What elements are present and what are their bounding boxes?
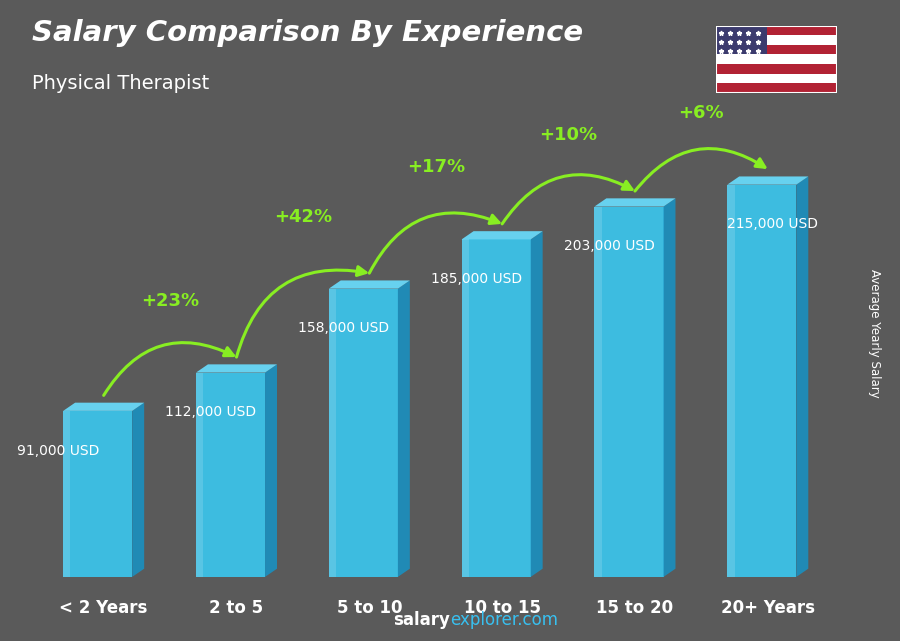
Text: Physical Therapist: Physical Therapist: [32, 74, 209, 93]
Polygon shape: [595, 206, 602, 577]
Polygon shape: [663, 198, 676, 577]
Bar: [716, 64, 837, 74]
Polygon shape: [531, 231, 543, 577]
Bar: [716, 54, 837, 64]
Text: 2 to 5: 2 to 5: [210, 599, 264, 617]
Polygon shape: [462, 239, 531, 577]
Text: salary: salary: [393, 612, 450, 629]
Text: 203,000 USD: 203,000 USD: [563, 239, 654, 253]
Polygon shape: [196, 364, 277, 372]
Text: 20+ Years: 20+ Years: [721, 599, 815, 617]
Polygon shape: [595, 206, 663, 577]
Polygon shape: [63, 411, 132, 577]
Text: 15 to 20: 15 to 20: [597, 599, 673, 617]
Polygon shape: [328, 288, 336, 577]
Text: 91,000 USD: 91,000 USD: [17, 444, 99, 458]
Text: 112,000 USD: 112,000 USD: [165, 405, 256, 419]
Text: 158,000 USD: 158,000 USD: [298, 322, 389, 335]
Polygon shape: [727, 185, 734, 577]
Polygon shape: [63, 411, 70, 577]
Text: 5 to 10: 5 to 10: [337, 599, 402, 617]
Polygon shape: [462, 231, 543, 239]
Polygon shape: [796, 176, 808, 577]
Text: 10 to 15: 10 to 15: [464, 599, 541, 617]
Text: explorer.com: explorer.com: [450, 612, 558, 629]
Polygon shape: [727, 185, 796, 577]
Polygon shape: [196, 372, 203, 577]
Polygon shape: [328, 281, 410, 288]
Polygon shape: [266, 364, 277, 577]
Text: Salary Comparison By Experience: Salary Comparison By Experience: [32, 19, 582, 47]
Polygon shape: [132, 403, 144, 577]
Polygon shape: [595, 198, 676, 206]
Bar: [716, 26, 837, 35]
Polygon shape: [63, 403, 144, 411]
Text: +23%: +23%: [141, 292, 199, 310]
Bar: [716, 74, 837, 83]
Polygon shape: [196, 372, 266, 577]
Bar: [716, 45, 837, 54]
Text: < 2 Years: < 2 Years: [59, 599, 148, 617]
Polygon shape: [398, 281, 410, 577]
Polygon shape: [462, 239, 469, 577]
Text: Average Yearly Salary: Average Yearly Salary: [868, 269, 881, 397]
Text: +6%: +6%: [679, 104, 725, 122]
Bar: [716, 83, 837, 93]
Polygon shape: [727, 176, 808, 185]
Text: 185,000 USD: 185,000 USD: [431, 272, 522, 287]
Text: +17%: +17%: [407, 158, 464, 176]
Polygon shape: [328, 288, 398, 577]
Text: +10%: +10%: [539, 126, 598, 144]
Text: +42%: +42%: [274, 208, 332, 226]
Bar: [716, 35, 837, 45]
Text: 215,000 USD: 215,000 USD: [727, 217, 818, 231]
Bar: [716, 26, 767, 54]
